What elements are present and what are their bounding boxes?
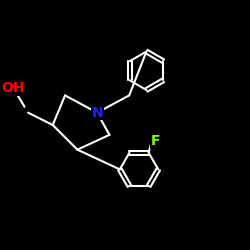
Text: F: F bbox=[151, 134, 160, 148]
Text: OH: OH bbox=[2, 81, 25, 95]
Text: N: N bbox=[91, 106, 103, 120]
